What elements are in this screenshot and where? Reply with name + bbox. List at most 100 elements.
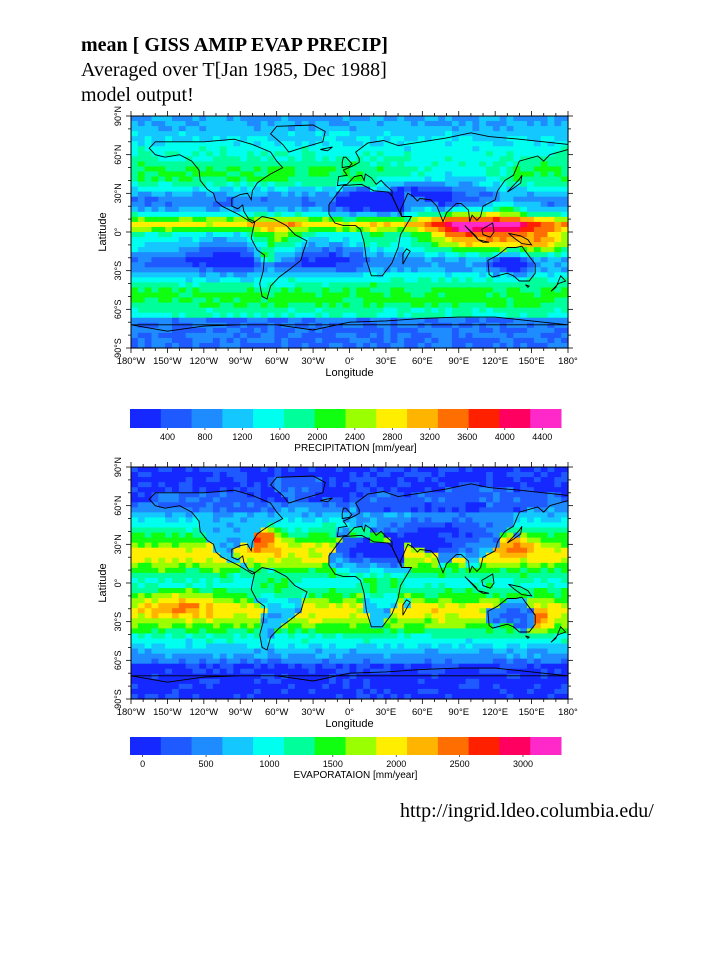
map-cell <box>178 116 187 122</box>
map-cell <box>540 247 549 253</box>
map-cell <box>404 297 412 304</box>
map-cell <box>308 166 316 173</box>
map-cell <box>486 588 494 594</box>
map-cell <box>226 226 235 233</box>
map-cell <box>397 232 405 238</box>
map-cell <box>329 237 337 243</box>
map-cell <box>192 216 200 223</box>
map-cell <box>199 282 207 289</box>
map-cell <box>185 497 194 503</box>
map-cell <box>458 517 467 524</box>
map-cell <box>363 156 371 162</box>
map-cell <box>226 156 235 162</box>
map-cell <box>335 598 344 604</box>
map-cell <box>383 542 392 549</box>
map-cell <box>554 126 562 132</box>
map-cell <box>233 211 241 218</box>
map-cell <box>240 131 248 137</box>
map-cell <box>192 302 200 309</box>
map-cell <box>410 242 419 248</box>
map-cell <box>486 131 494 137</box>
map-cell <box>240 151 248 157</box>
map-cell <box>547 547 555 554</box>
map-cell <box>233 282 241 289</box>
map-cell <box>240 562 248 569</box>
map-cell <box>206 567 214 574</box>
coastline-path <box>477 239 490 243</box>
map-cell <box>369 322 378 329</box>
map-cell <box>342 512 351 519</box>
map-cell <box>383 547 392 554</box>
map-cell <box>527 572 535 579</box>
map-cell <box>492 126 501 132</box>
map-cell <box>158 146 166 152</box>
map-cell <box>397 181 405 188</box>
map-cell <box>335 583 344 589</box>
map-cell <box>527 126 535 132</box>
map-cell <box>267 191 275 198</box>
map-cell <box>383 537 392 544</box>
map-cell <box>171 572 180 579</box>
map-cell <box>554 141 562 147</box>
map-cell <box>458 603 467 609</box>
map-cell <box>274 552 282 559</box>
map-cell <box>233 131 241 137</box>
map-cell <box>247 542 255 549</box>
map-cell <box>281 272 289 278</box>
map-cell <box>315 131 323 137</box>
map-cell <box>253 497 262 503</box>
map-cell <box>329 257 337 263</box>
map-cell <box>376 151 385 157</box>
map-cell <box>438 151 446 157</box>
map-cell <box>492 547 501 554</box>
map-cell <box>431 287 439 294</box>
map-cell <box>335 267 344 273</box>
map-cell <box>137 477 146 483</box>
map-cell <box>363 237 371 243</box>
map-cell <box>397 577 405 584</box>
map-cell <box>212 527 221 534</box>
map-cell <box>424 598 433 604</box>
map-cell <box>479 467 487 473</box>
map-cell <box>369 267 378 273</box>
map-cell <box>308 262 316 268</box>
map-cell <box>253 492 262 498</box>
map-cell <box>349 588 357 594</box>
map-cell <box>212 603 221 609</box>
map-cell <box>260 181 269 188</box>
map-cell <box>199 287 207 294</box>
map-cell <box>465 206 474 213</box>
map-cell <box>329 492 337 498</box>
map-cell <box>233 593 241 599</box>
map-cell <box>185 242 194 248</box>
map-cell <box>356 542 364 549</box>
map-cell <box>424 161 433 168</box>
map-cell <box>178 146 187 152</box>
map-cell <box>479 547 487 554</box>
map-cell <box>342 252 351 258</box>
map-cell <box>199 131 207 137</box>
map-cell <box>451 166 460 173</box>
map-cell <box>247 572 255 579</box>
map-cell <box>397 237 405 243</box>
map-cell <box>308 477 316 483</box>
map-cell <box>390 191 398 198</box>
map-cell <box>301 121 310 127</box>
map-cell <box>349 547 357 554</box>
map-cell <box>540 477 549 483</box>
map-cell <box>499 257 508 263</box>
map-cell <box>144 252 153 258</box>
map-cell <box>520 537 528 544</box>
map-cell <box>472 307 480 314</box>
map-cell <box>376 211 385 218</box>
map-cell <box>192 572 200 579</box>
map-cell <box>260 512 269 519</box>
map-cell <box>281 527 289 534</box>
map-cell <box>131 598 139 604</box>
map-cell <box>499 247 508 253</box>
map-cell <box>240 191 248 198</box>
map-cell <box>369 477 378 483</box>
map-cell <box>137 577 146 584</box>
map-cell <box>486 161 494 168</box>
map-cell <box>431 226 439 233</box>
